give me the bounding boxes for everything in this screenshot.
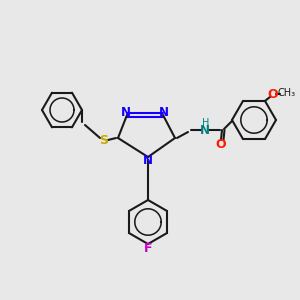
Text: H: H [202,118,210,128]
Text: N: N [159,106,169,118]
Text: O: O [216,137,226,151]
Text: N: N [121,106,131,118]
Text: O: O [268,88,278,101]
Text: N: N [143,154,153,166]
Text: F: F [144,242,152,254]
Text: CH₃: CH₃ [278,88,296,98]
Text: S: S [100,134,109,146]
Text: N: N [200,124,210,137]
